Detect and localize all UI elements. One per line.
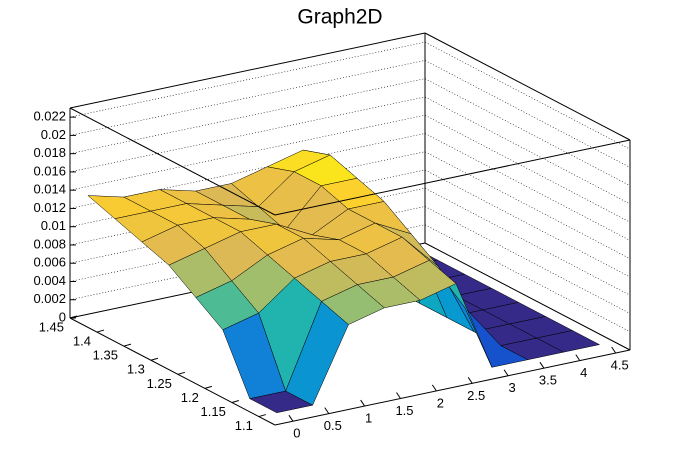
x-tick-label: 2 <box>437 395 444 410</box>
z-tick-label: 0.016 <box>33 163 66 178</box>
y-tick <box>177 371 186 375</box>
box-edge <box>69 32 426 109</box>
z-tick-label: 0.014 <box>33 182 66 197</box>
y-tick <box>69 315 78 319</box>
z-tick-label: 0.008 <box>33 236 66 251</box>
y-tick <box>231 399 239 403</box>
x-tick-label: 1.5 <box>395 403 413 418</box>
x-tick <box>611 346 617 354</box>
x-tick-label: 4 <box>580 365 587 380</box>
z-tick-label: 0.01 <box>41 218 66 233</box>
x-tick-label: 1 <box>365 410 372 425</box>
surface-cell <box>249 390 314 414</box>
grid-line <box>69 41 631 150</box>
y-tick <box>204 385 213 389</box>
x-tick <box>324 407 330 414</box>
box-edge <box>274 139 631 216</box>
grid-line <box>69 96 631 205</box>
z-tick-label: 0.004 <box>33 273 66 288</box>
z-tick-label: 0 <box>59 309 66 324</box>
x-axis <box>274 349 631 426</box>
chart-title: Graph2D <box>297 6 382 29</box>
x-tick-label: 0.5 <box>324 418 342 433</box>
x-tick-label: 4.5 <box>611 357 629 372</box>
y-tick-label: 1.3 <box>127 362 145 377</box>
y-tick-label: 1.1 <box>235 418 253 433</box>
grid-line <box>69 78 631 186</box>
x-tick <box>575 354 581 361</box>
box-edge <box>424 32 631 141</box>
y-tick-label: 1.15 <box>201 404 226 419</box>
x-tick <box>539 361 545 369</box>
x-tick-label: 0 <box>293 426 300 441</box>
z-tick-label: 0.002 <box>33 291 66 306</box>
y-tick-label: 1.25 <box>147 376 172 391</box>
z-tick-label: 0.02 <box>41 127 66 142</box>
y-tick-label: 1.35 <box>93 348 118 363</box>
y-tick-label: 1.4 <box>73 334 91 349</box>
y-tick <box>258 414 266 418</box>
z-tick-label: 0.012 <box>33 200 66 215</box>
y-tick-label: 1.45 <box>39 319 64 334</box>
x-tick-label: 3 <box>508 380 515 395</box>
y-axis <box>69 317 276 426</box>
x-tick <box>503 369 509 377</box>
grid-line <box>69 242 631 351</box>
x-tick-label: 3.5 <box>539 373 557 388</box>
grid-line <box>69 60 631 168</box>
x-tick <box>288 414 294 422</box>
x-tick-label: 2.5 <box>467 388 485 403</box>
x-tick <box>467 377 473 384</box>
z-tick-label: 0.006 <box>33 255 66 270</box>
y-tick <box>123 343 132 347</box>
z-tick-label: 0.022 <box>33 109 66 124</box>
x-tick <box>360 399 366 407</box>
grid-line <box>69 133 631 241</box>
x-tick <box>431 384 437 392</box>
box-edge <box>69 107 276 216</box>
y-tick-label: 1.2 <box>181 390 199 405</box>
y-tick <box>150 357 159 361</box>
z-tick-label: 0.018 <box>33 145 66 160</box>
y-tick <box>96 329 105 333</box>
grid-line <box>69 114 631 223</box>
x-tick <box>396 392 401 399</box>
